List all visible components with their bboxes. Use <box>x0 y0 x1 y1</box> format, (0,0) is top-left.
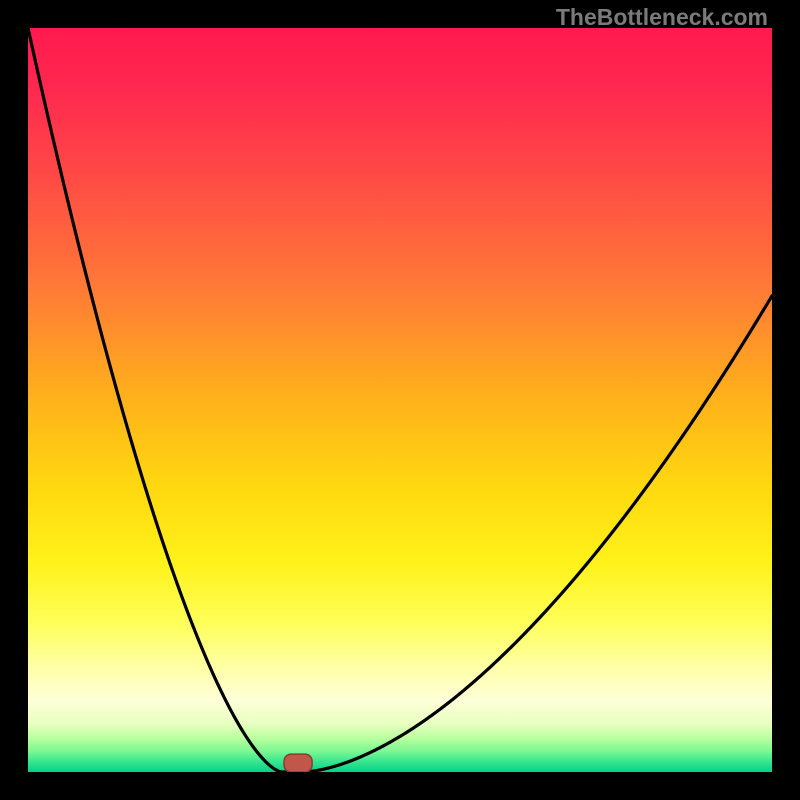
plot-area <box>28 28 772 772</box>
minimum-marker <box>284 754 312 772</box>
plot-svg <box>28 28 772 772</box>
gradient-background <box>28 28 772 772</box>
watermark-text: TheBottleneck.com <box>556 4 768 31</box>
